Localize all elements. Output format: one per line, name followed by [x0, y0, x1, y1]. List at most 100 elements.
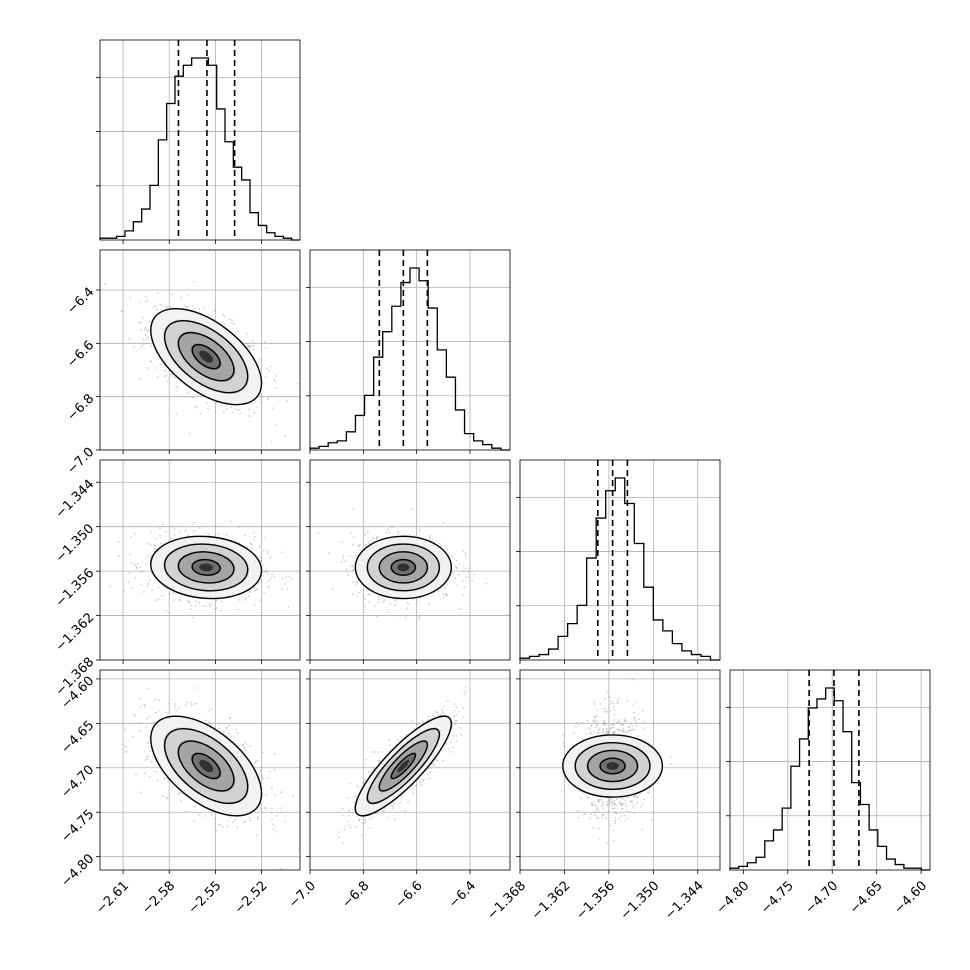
- panel-frame: [729, 669, 931, 871]
- scatter-point: [352, 508, 355, 511]
- scatter-point: [394, 599, 397, 602]
- scatter-point: [153, 769, 155, 772]
- scatter-point: [344, 560, 346, 563]
- scatter-point: [145, 726, 148, 729]
- scatter-point: [368, 771, 370, 774]
- scatter-point: [351, 581, 354, 583]
- scatter-point: [271, 786, 273, 789]
- scatter-point: [238, 599, 241, 601]
- scatter-point: [234, 819, 237, 822]
- scatter-point: [233, 537, 236, 540]
- scatter-point: [362, 594, 365, 597]
- scatter-point: [636, 801, 639, 804]
- scatter-point: [185, 306, 188, 308]
- scatter-point: [623, 718, 626, 721]
- scatter-point: [409, 533, 411, 536]
- scatter-point: [383, 598, 386, 601]
- scatter-point: [231, 411, 234, 414]
- scatter-point: [459, 608, 462, 610]
- panel-frame: [309, 669, 511, 871]
- contour-line: [390, 558, 417, 576]
- scatter-point: [150, 344, 153, 347]
- scatter-point: [156, 292, 159, 294]
- scatter-point: [231, 319, 234, 321]
- scatter-point: [150, 761, 153, 764]
- scatter-point: [193, 703, 196, 705]
- scatter-point: [342, 554, 345, 557]
- scatter-point: [364, 605, 367, 608]
- scatter-point: [149, 579, 151, 582]
- scatter-point: [415, 784, 418, 787]
- scatter-point: [143, 704, 146, 706]
- scatter-point: [390, 804, 393, 806]
- scatter-point: [454, 719, 457, 722]
- scatter-point: [243, 534, 246, 537]
- scatter-point: [272, 828, 275, 831]
- scatter-point: [237, 608, 240, 611]
- scatter-point: [155, 538, 158, 540]
- scatter-point: [365, 758, 367, 761]
- scatter-point: [358, 819, 361, 822]
- scatter-point: [432, 715, 435, 718]
- scatter-point: [165, 305, 168, 308]
- scatter-point: [190, 608, 192, 610]
- scatter-point: [280, 791, 282, 793]
- scatter-point: [417, 617, 420, 620]
- scatter-point: [612, 731, 614, 734]
- scatter-point: [620, 723, 623, 726]
- scatter-point: [144, 326, 147, 328]
- histogram-line: [729, 687, 930, 871]
- scatter-point: [338, 831, 340, 833]
- scatter-panel-3-2: [310, 460, 510, 660]
- scatter-point: [217, 532, 220, 535]
- scatter-point: [367, 593, 370, 595]
- scatter-point: [254, 760, 257, 763]
- scatter-point: [368, 601, 370, 603]
- scatter-point: [247, 595, 250, 598]
- scatter-point: [164, 778, 167, 781]
- scatter-point: [253, 539, 256, 542]
- scatter-point: [220, 600, 223, 603]
- scatter-point: [258, 545, 261, 548]
- scatter-point: [186, 599, 189, 602]
- scatter-point: [328, 552, 331, 554]
- scatter-point: [267, 587, 270, 589]
- scatter-point: [397, 615, 400, 617]
- scatter-point: [175, 412, 178, 415]
- scatter-point: [165, 530, 167, 533]
- scatter-point: [432, 764, 435, 767]
- scatter-point: [223, 323, 226, 326]
- scatter-point: [286, 587, 289, 590]
- scatter-point: [452, 572, 455, 575]
- scatter-point: [259, 358, 261, 360]
- scatter-point: [612, 723, 615, 726]
- scatter-point: [383, 600, 385, 603]
- scatter-point: [253, 412, 255, 415]
- scatter-point: [228, 717, 231, 720]
- histogram-panel-4: [726, 669, 931, 874]
- scatter-point: [604, 723, 607, 726]
- scatter-point: [139, 729, 142, 732]
- scatter-point: [349, 554, 352, 557]
- scatter-point: [350, 565, 352, 567]
- scatter-point: [362, 782, 365, 785]
- scatter-point: [376, 536, 378, 539]
- scatter-point: [376, 536, 378, 539]
- scatter-point: [577, 816, 580, 819]
- scatter-point: [118, 555, 120, 557]
- scatter-point: [232, 322, 235, 325]
- scatter-point: [165, 797, 168, 799]
- scatter-point: [378, 760, 381, 762]
- scatter-point: [173, 534, 176, 537]
- scatter-point: [593, 811, 596, 814]
- scatter-point: [364, 534, 366, 536]
- scatter-point: [205, 719, 207, 722]
- scatter-point: [420, 781, 422, 784]
- scatter-point: [139, 697, 142, 700]
- scatter-point: [456, 567, 458, 570]
- scatter-point: [268, 579, 271, 582]
- scatter-point: [168, 702, 171, 705]
- scatter-point: [128, 572, 131, 574]
- scatter-point: [193, 687, 196, 689]
- scatter-point: [210, 813, 213, 816]
